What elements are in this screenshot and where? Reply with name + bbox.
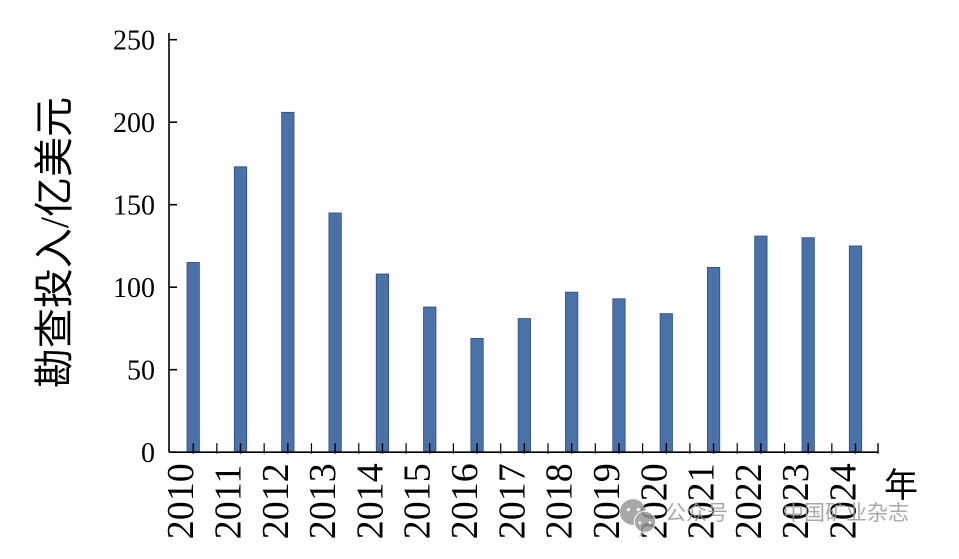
svg-text:2012: 2012 bbox=[255, 463, 297, 539]
svg-text:年: 年 bbox=[884, 467, 918, 505]
svg-text:2016: 2016 bbox=[444, 463, 486, 539]
svg-text:2011: 2011 bbox=[208, 465, 250, 540]
svg-text:0: 0 bbox=[141, 438, 155, 469]
svg-text:2018: 2018 bbox=[539, 463, 581, 539]
svg-text:2015: 2015 bbox=[397, 463, 439, 539]
svg-text:公众号: 公众号 bbox=[665, 502, 728, 525]
svg-text:150: 150 bbox=[113, 191, 155, 222]
svg-text:250: 250 bbox=[113, 26, 155, 57]
svg-text:100: 100 bbox=[113, 273, 155, 304]
svg-text:2022: 2022 bbox=[728, 463, 770, 539]
svg-text:勘查投入/亿美元: 勘查投入/亿美元 bbox=[32, 97, 77, 388]
svg-text:2010: 2010 bbox=[160, 463, 202, 539]
svg-text:2017: 2017 bbox=[491, 463, 533, 539]
svg-text:中国矿业杂志: 中国矿业杂志 bbox=[783, 502, 909, 525]
svg-text:2019: 2019 bbox=[586, 463, 628, 539]
svg-text:2014: 2014 bbox=[349, 463, 391, 539]
svg-text:200: 200 bbox=[113, 108, 155, 139]
svg-text:2013: 2013 bbox=[302, 463, 344, 539]
svg-text:50: 50 bbox=[127, 356, 155, 387]
